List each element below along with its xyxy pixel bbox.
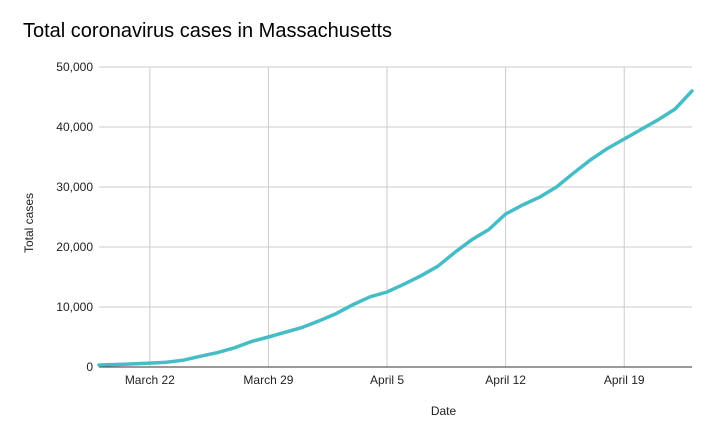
y-tick-label: 50,000	[56, 60, 93, 74]
data-point	[538, 196, 541, 199]
data-point	[453, 251, 456, 254]
data-point	[606, 147, 609, 150]
data-point	[436, 265, 439, 268]
data-point	[369, 295, 372, 298]
data-point	[674, 108, 677, 111]
x-axis-title: Date	[431, 404, 457, 418]
data-point	[267, 336, 270, 339]
data-point	[386, 291, 389, 294]
data-point	[335, 312, 338, 315]
x-tick-label: April 5	[370, 373, 404, 387]
data-point	[572, 172, 575, 175]
data-point	[250, 340, 253, 343]
data-point	[555, 186, 558, 189]
data-point	[623, 138, 626, 141]
x-tick-label: March 29	[243, 373, 293, 387]
data-point	[487, 228, 490, 231]
y-tick-label: 30,000	[56, 180, 93, 194]
y-axis-title: Total cases	[22, 193, 36, 253]
data-point	[114, 363, 117, 366]
x-tick-label: April 19	[604, 373, 645, 387]
data-point	[165, 361, 168, 364]
data-point	[419, 274, 422, 277]
data-point	[284, 331, 287, 334]
data-point	[199, 355, 202, 358]
y-tick-label: 20,000	[56, 240, 93, 254]
y-tick-label: 10,000	[56, 300, 93, 314]
data-point	[521, 204, 524, 207]
data-point	[301, 326, 304, 329]
data-point	[182, 359, 185, 362]
data-point	[504, 213, 507, 216]
chart-title: Total coronavirus cases in Massachusetts	[23, 20, 393, 42]
data-point	[470, 238, 473, 241]
data-point	[352, 303, 355, 306]
data-point	[657, 118, 660, 121]
series-line	[97, 89, 694, 367]
y-tick-label: 0	[86, 360, 93, 374]
x-tick-label: March 22	[125, 373, 175, 387]
data-point	[589, 159, 592, 162]
data-point	[640, 128, 643, 131]
y-tick-label: 40,000	[56, 120, 93, 134]
data-point	[691, 90, 694, 93]
data-point	[318, 319, 321, 322]
data-point	[148, 362, 151, 365]
data-point	[216, 351, 219, 354]
data-point	[403, 283, 406, 286]
data-point	[233, 346, 236, 349]
x-tick-label: April 12	[485, 373, 526, 387]
data-point	[131, 362, 134, 365]
data-point	[98, 364, 101, 367]
